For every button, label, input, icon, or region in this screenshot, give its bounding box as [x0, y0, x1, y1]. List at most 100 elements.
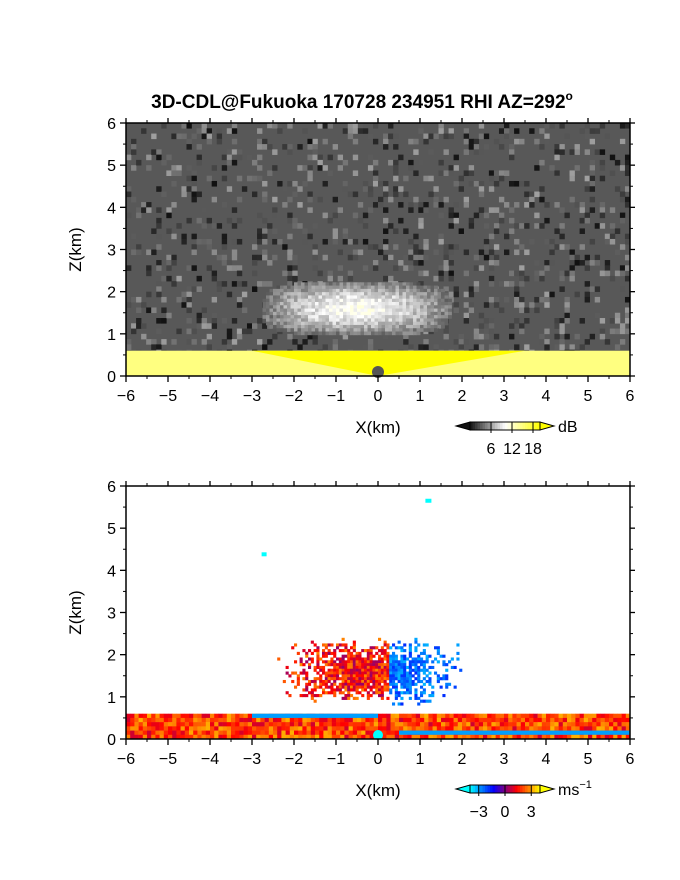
noise-cell: [226, 291, 233, 298]
cloud-cell: [367, 282, 372, 286]
cloud-cell: [276, 298, 281, 303]
velocity-cell: [247, 713, 253, 719]
noise-cell: [458, 344, 464, 350]
x-tick-label: 1: [416, 388, 425, 405]
velocity-cell: [420, 691, 424, 695]
velocity-cell: [336, 657, 340, 661]
cloud-cell: [367, 321, 372, 326]
velocity-cell: [338, 649, 342, 653]
cloud-cell: [395, 301, 400, 306]
noise-cell: [614, 318, 621, 324]
velocity-cell: [389, 677, 393, 681]
velocity-cell: [428, 734, 433, 740]
velocity-cell: [592, 722, 597, 727]
velocity-cell: [504, 722, 509, 727]
cloud-cell: [406, 288, 410, 293]
velocity-cell: [609, 722, 614, 727]
cloud-cell: [448, 315, 452, 319]
velocity-cell: [333, 674, 337, 678]
velocity-cell: [414, 649, 418, 653]
cloud-cell: [280, 318, 284, 323]
velocity-cell: [193, 713, 198, 719]
noise-cell: [478, 149, 485, 155]
noise-cell: [408, 165, 414, 171]
velocity-cell: [344, 717, 349, 723]
velocity-cell: [390, 734, 396, 740]
noise-cell: [196, 144, 202, 150]
velocity-cell: [336, 671, 340, 675]
velocity-cell: [425, 668, 429, 672]
noise-cell: [504, 233, 510, 240]
colorbar-segment: [502, 785, 506, 793]
noise-cell: [146, 291, 152, 298]
noise-cell: [372, 138, 379, 145]
cloud-cell: [329, 315, 333, 319]
cloud-cell: [339, 324, 344, 329]
velocity-cell: [400, 660, 404, 664]
cloud-cell: [381, 298, 386, 303]
cloud-cell: [427, 318, 431, 323]
cloud-cell: [353, 328, 358, 332]
noise-cell: [433, 202, 439, 208]
velocity-cell: [126, 734, 131, 740]
velocity-cell: [491, 722, 496, 727]
colorbar-segment: [505, 422, 508, 430]
cloud-cell: [388, 328, 393, 332]
cloud-cell: [416, 331, 421, 336]
noise-cell: [539, 339, 545, 345]
noise-cell: [509, 207, 515, 213]
noise-cell: [463, 249, 470, 256]
velocity-cell: [347, 663, 351, 667]
noise-cell: [146, 165, 152, 171]
noise-cell: [287, 275, 293, 282]
velocity-cell: [436, 674, 440, 678]
cloud-cell: [416, 301, 421, 306]
noise-cell: [186, 286, 192, 292]
velocity-cell: [525, 713, 530, 719]
noise-cell: [327, 170, 333, 177]
noise-cell: [342, 228, 349, 234]
cloud-cell: [420, 318, 424, 323]
velocity-cell: [378, 677, 382, 681]
noise-cell: [327, 275, 333, 282]
x-tick-label: 1: [416, 751, 425, 768]
cloud-cell: [353, 292, 358, 296]
velocity-cell: [617, 734, 622, 740]
cloud-cell: [357, 305, 361, 309]
noise-cell: [196, 128, 202, 134]
noise-cell: [151, 249, 157, 256]
cloud-cell: [360, 298, 365, 303]
noise-cell: [478, 207, 485, 213]
velocity-cell: [184, 717, 190, 723]
cloud-cell: [290, 288, 295, 293]
velocity-cell: [322, 665, 326, 670]
velocity-cell: [411, 668, 415, 672]
velocity-cell: [369, 668, 373, 672]
noise-cell: [317, 196, 323, 203]
cloud-cell: [301, 292, 305, 296]
velocity-cell: [375, 682, 379, 686]
noise-cell: [438, 128, 444, 134]
noise-cell: [136, 307, 142, 314]
cloud-cell: [371, 321, 375, 326]
noise-cell: [519, 244, 525, 250]
cloud-cell: [294, 321, 298, 326]
velocity-cell: [218, 722, 223, 727]
velocity-cell: [336, 668, 340, 672]
noise-cell: [544, 260, 550, 266]
noise-cell: [423, 138, 429, 145]
cloud-cell: [308, 318, 312, 323]
noise-cell: [186, 217, 192, 224]
velocity-cell: [305, 682, 309, 686]
velocity-cell: [571, 713, 576, 719]
velocity-cell: [358, 651, 362, 655]
velocity-cell: [417, 657, 421, 661]
velocity-cell: [163, 734, 169, 740]
cloud-cell: [367, 315, 372, 319]
velocity-cell: [392, 657, 396, 661]
velocity-cell: [239, 726, 244, 731]
noise-cell: [504, 128, 510, 134]
cloud-cell: [392, 301, 396, 306]
velocity-cell: [316, 685, 320, 689]
cloud-cell: [332, 301, 337, 306]
